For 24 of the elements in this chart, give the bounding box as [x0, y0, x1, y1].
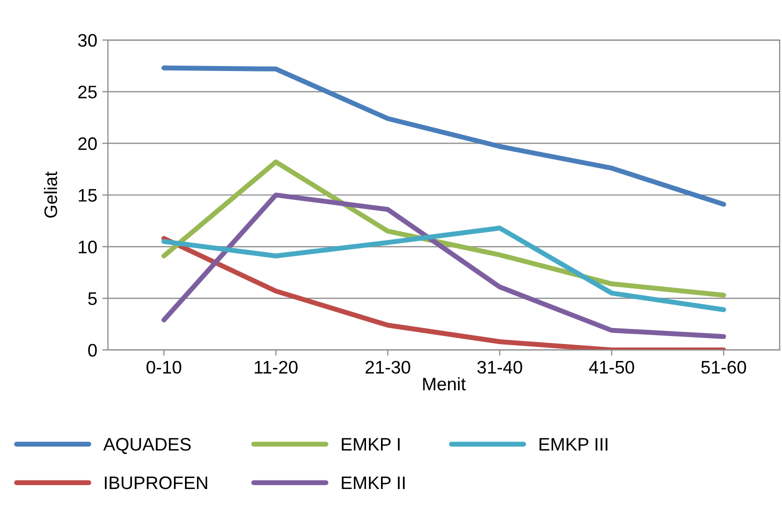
legend-label: EMKP I [342, 438, 400, 451]
legend-label: EMKP II [342, 476, 405, 490]
x-tick-label: 31-40 [477, 360, 522, 374]
y-axis-title: Geliat [44, 172, 58, 218]
x-tick-label: 11-20 [254, 360, 298, 374]
line-series [161, 192, 726, 339]
x-tick-label: 51-60 [701, 360, 746, 374]
legend-label: EMKP III [540, 438, 608, 451]
y-tick-label: 15 [78, 189, 97, 202]
y-tick-label: 25 [78, 86, 97, 98]
y-tick-label: 20 [78, 137, 97, 150]
line-series [161, 226, 726, 312]
legend-label: IBUPROFEN [104, 476, 208, 490]
y-tick-label: 0 [88, 344, 97, 357]
line-series [161, 66, 726, 207]
x-tick-label: 0-10 [146, 360, 182, 374]
y-tick-label: 5 [88, 292, 97, 306]
legend-label: AQUADES [103, 438, 191, 454]
y-tick-label: 30 [78, 34, 97, 47]
line-series [161, 236, 726, 350]
y-tick-label: 10 [78, 240, 97, 254]
x-tick-label: 41-50 [589, 360, 634, 374]
x-axis-title: Menit [423, 377, 466, 390]
x-tick-label: 21-30 [366, 360, 410, 374]
